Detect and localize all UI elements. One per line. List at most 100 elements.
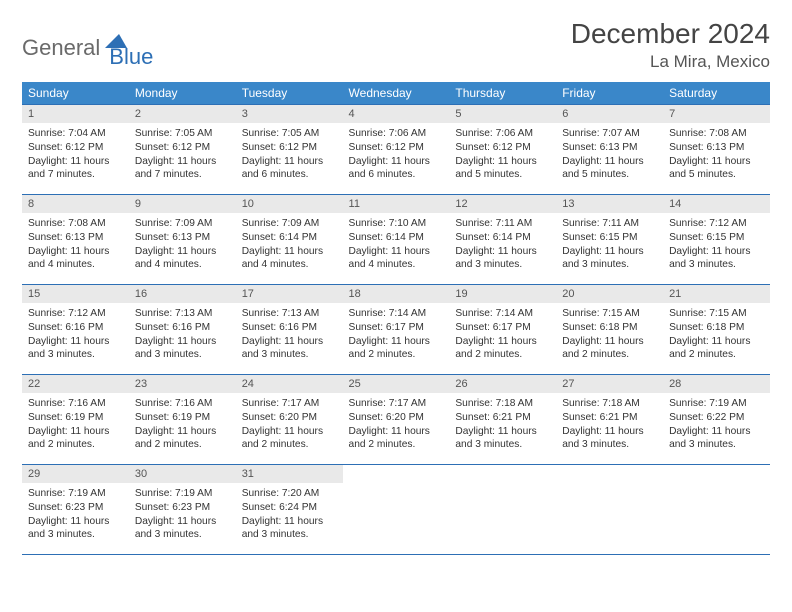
calendar-day-cell: 8Sunrise: 7:08 AMSunset: 6:13 PMDaylight… [22, 195, 129, 285]
sunrise-text: Sunrise: 7:17 AM [242, 397, 337, 411]
calendar-day-cell: 30Sunrise: 7:19 AMSunset: 6:23 PMDayligh… [129, 465, 236, 555]
calendar-day-cell: .. [343, 465, 450, 555]
day-details: Sunrise: 7:10 AMSunset: 6:14 PMDaylight:… [343, 213, 450, 278]
calendar-week-row: 1Sunrise: 7:04 AMSunset: 6:12 PMDaylight… [22, 105, 770, 195]
calendar-day-cell: 10Sunrise: 7:09 AMSunset: 6:14 PMDayligh… [236, 195, 343, 285]
day-details: Sunrise: 7:14 AMSunset: 6:17 PMDaylight:… [449, 303, 556, 368]
day-details: Sunrise: 7:12 AMSunset: 6:15 PMDaylight:… [663, 213, 770, 278]
calendar-day-cell: 15Sunrise: 7:12 AMSunset: 6:16 PMDayligh… [22, 285, 129, 375]
day-details: Sunrise: 7:09 AMSunset: 6:14 PMDaylight:… [236, 213, 343, 278]
weekday-header: Tuesday [236, 82, 343, 105]
calendar-day-cell: 11Sunrise: 7:10 AMSunset: 6:14 PMDayligh… [343, 195, 450, 285]
sunset-text: Sunset: 6:17 PM [349, 321, 444, 335]
sunset-text: Sunset: 6:12 PM [455, 141, 550, 155]
month-title: December 2024 [571, 18, 770, 50]
calendar-table: Sunday Monday Tuesday Wednesday Thursday… [22, 82, 770, 555]
sunrise-text: Sunrise: 7:18 AM [562, 397, 657, 411]
sunrise-text: Sunrise: 7:10 AM [349, 217, 444, 231]
sunrise-text: Sunrise: 7:11 AM [455, 217, 550, 231]
daylight-text: Daylight: 11 hours and 3 minutes. [242, 515, 337, 543]
sunrise-text: Sunrise: 7:19 AM [135, 487, 230, 501]
weekday-header-row: Sunday Monday Tuesday Wednesday Thursday… [22, 82, 770, 105]
sunrise-text: Sunrise: 7:14 AM [349, 307, 444, 321]
sunrise-text: Sunrise: 7:08 AM [28, 217, 123, 231]
daylight-text: Daylight: 11 hours and 3 minutes. [455, 245, 550, 273]
calendar-day-cell: 19Sunrise: 7:14 AMSunset: 6:17 PMDayligh… [449, 285, 556, 375]
sunset-text: Sunset: 6:18 PM [562, 321, 657, 335]
daylight-text: Daylight: 11 hours and 2 minutes. [349, 335, 444, 363]
calendar-day-cell: 9Sunrise: 7:09 AMSunset: 6:13 PMDaylight… [129, 195, 236, 285]
day-number: 22 [22, 375, 129, 393]
day-details: Sunrise: 7:18 AMSunset: 6:21 PMDaylight:… [449, 393, 556, 458]
sunset-text: Sunset: 6:22 PM [669, 411, 764, 425]
day-number: 6 [556, 105, 663, 123]
calendar-day-cell: 16Sunrise: 7:13 AMSunset: 6:16 PMDayligh… [129, 285, 236, 375]
calendar-week-row: 8Sunrise: 7:08 AMSunset: 6:13 PMDaylight… [22, 195, 770, 285]
daylight-text: Daylight: 11 hours and 6 minutes. [242, 155, 337, 183]
day-number: 23 [129, 375, 236, 393]
logo-text-blue: Blue [109, 44, 153, 70]
sunset-text: Sunset: 6:12 PM [242, 141, 337, 155]
header: General Blue December 2024 La Mira, Mexi… [22, 18, 770, 72]
day-details: Sunrise: 7:17 AMSunset: 6:20 PMDaylight:… [343, 393, 450, 458]
day-details: Sunrise: 7:17 AMSunset: 6:20 PMDaylight:… [236, 393, 343, 458]
sunrise-text: Sunrise: 7:07 AM [562, 127, 657, 141]
weekday-header: Thursday [449, 82, 556, 105]
weekday-header: Friday [556, 82, 663, 105]
daylight-text: Daylight: 11 hours and 4 minutes. [349, 245, 444, 273]
day-number: 13 [556, 195, 663, 213]
sunrise-text: Sunrise: 7:19 AM [669, 397, 764, 411]
daylight-text: Daylight: 11 hours and 3 minutes. [669, 425, 764, 453]
calendar-day-cell: .. [556, 465, 663, 555]
day-number: 1 [22, 105, 129, 123]
day-details: Sunrise: 7:16 AMSunset: 6:19 PMDaylight:… [129, 393, 236, 458]
sunset-text: Sunset: 6:24 PM [242, 501, 337, 515]
weekday-header: Wednesday [343, 82, 450, 105]
sunrise-text: Sunrise: 7:16 AM [135, 397, 230, 411]
day-number: 8 [22, 195, 129, 213]
day-number: 24 [236, 375, 343, 393]
calendar-day-cell: 17Sunrise: 7:13 AMSunset: 6:16 PMDayligh… [236, 285, 343, 375]
daylight-text: Daylight: 11 hours and 5 minutes. [562, 155, 657, 183]
day-details: Sunrise: 7:13 AMSunset: 6:16 PMDaylight:… [236, 303, 343, 368]
calendar-day-cell: 13Sunrise: 7:11 AMSunset: 6:15 PMDayligh… [556, 195, 663, 285]
sunset-text: Sunset: 6:14 PM [349, 231, 444, 245]
calendar-day-cell: 25Sunrise: 7:17 AMSunset: 6:20 PMDayligh… [343, 375, 450, 465]
sunset-text: Sunset: 6:23 PM [28, 501, 123, 515]
day-details: Sunrise: 7:08 AMSunset: 6:13 PMDaylight:… [663, 123, 770, 188]
daylight-text: Daylight: 11 hours and 3 minutes. [242, 335, 337, 363]
day-number: 7 [663, 105, 770, 123]
calendar-day-cell: 22Sunrise: 7:16 AMSunset: 6:19 PMDayligh… [22, 375, 129, 465]
sunrise-text: Sunrise: 7:09 AM [242, 217, 337, 231]
daylight-text: Daylight: 11 hours and 4 minutes. [242, 245, 337, 273]
title-block: December 2024 La Mira, Mexico [571, 18, 770, 72]
daylight-text: Daylight: 11 hours and 5 minutes. [669, 155, 764, 183]
day-number: 18 [343, 285, 450, 303]
day-details: Sunrise: 7:07 AMSunset: 6:13 PMDaylight:… [556, 123, 663, 188]
sunset-text: Sunset: 6:15 PM [562, 231, 657, 245]
day-details: Sunrise: 7:18 AMSunset: 6:21 PMDaylight:… [556, 393, 663, 458]
day-details: Sunrise: 7:20 AMSunset: 6:24 PMDaylight:… [236, 483, 343, 548]
daylight-text: Daylight: 11 hours and 2 minutes. [135, 425, 230, 453]
day-details: Sunrise: 7:13 AMSunset: 6:16 PMDaylight:… [129, 303, 236, 368]
day-number: 10 [236, 195, 343, 213]
day-number: 31 [236, 465, 343, 483]
calendar-day-cell: 24Sunrise: 7:17 AMSunset: 6:20 PMDayligh… [236, 375, 343, 465]
calendar-day-cell: 27Sunrise: 7:18 AMSunset: 6:21 PMDayligh… [556, 375, 663, 465]
calendar-day-cell: 31Sunrise: 7:20 AMSunset: 6:24 PMDayligh… [236, 465, 343, 555]
day-number: 11 [343, 195, 450, 213]
sunrise-text: Sunrise: 7:12 AM [669, 217, 764, 231]
day-number: 17 [236, 285, 343, 303]
daylight-text: Daylight: 11 hours and 2 minutes. [562, 335, 657, 363]
calendar-day-cell: .. [663, 465, 770, 555]
calendar-week-row: 22Sunrise: 7:16 AMSunset: 6:19 PMDayligh… [22, 375, 770, 465]
sunset-text: Sunset: 6:23 PM [135, 501, 230, 515]
daylight-text: Daylight: 11 hours and 3 minutes. [562, 245, 657, 273]
day-details: Sunrise: 7:05 AMSunset: 6:12 PMDaylight:… [129, 123, 236, 188]
day-number: 19 [449, 285, 556, 303]
day-number: 4 [343, 105, 450, 123]
day-number: 30 [129, 465, 236, 483]
sunset-text: Sunset: 6:14 PM [455, 231, 550, 245]
day-details: Sunrise: 7:19 AMSunset: 6:22 PMDaylight:… [663, 393, 770, 458]
daylight-text: Daylight: 11 hours and 7 minutes. [135, 155, 230, 183]
